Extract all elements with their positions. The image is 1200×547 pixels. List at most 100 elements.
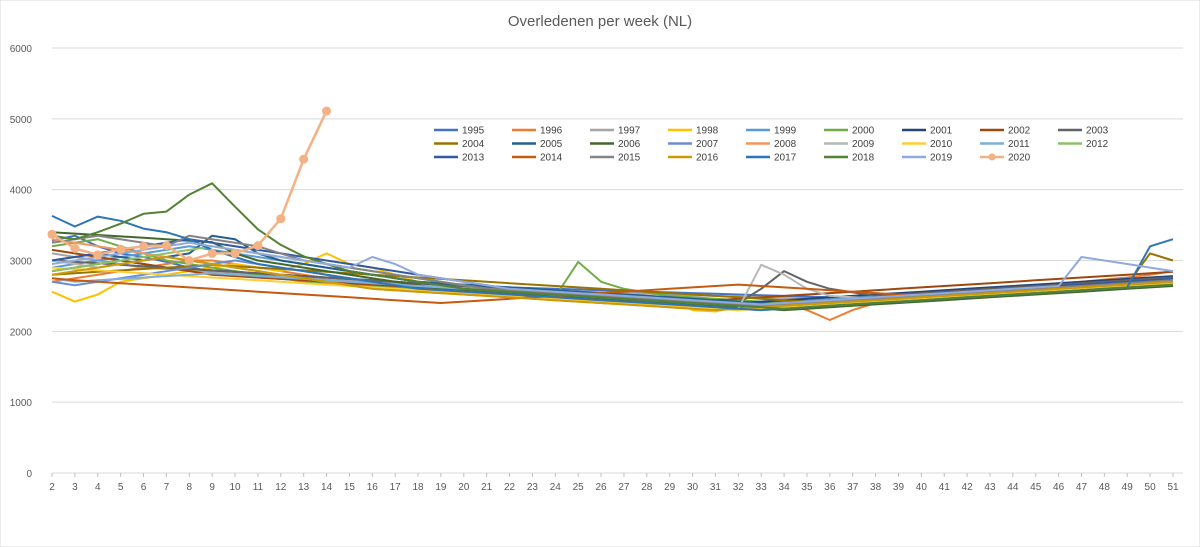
point-2020-week-6: [139, 241, 149, 251]
legend-label-2014: 2014: [540, 153, 563, 164]
x-tick-label: 13: [298, 482, 310, 493]
x-tick-label: 41: [939, 482, 951, 493]
x-tick-label: 36: [824, 482, 836, 493]
x-tick-label: 34: [779, 482, 791, 493]
chart-title: Overledenen per week (NL): [508, 13, 692, 30]
x-tick-label: 7: [164, 482, 170, 493]
point-2020-week-14: [322, 106, 332, 116]
legend-label-2018: 2018: [852, 153, 875, 164]
x-tick-label: 33: [756, 482, 768, 493]
legend-label-2017: 2017: [774, 153, 797, 164]
x-tick-label: 50: [1145, 482, 1157, 493]
point-2020-week-7: [161, 241, 171, 251]
x-tick-label: 24: [550, 482, 562, 493]
x-tick-label: 44: [1007, 482, 1019, 493]
x-tick-label: 27: [618, 482, 630, 493]
legend-label-2010: 2010: [930, 139, 953, 150]
y-tick-label: 5000: [10, 115, 33, 126]
x-tick-label: 4: [95, 482, 101, 493]
legend-label-2002: 2002: [1008, 126, 1031, 137]
x-tick-label: 11: [253, 482, 264, 493]
x-tick-label: 47: [1076, 482, 1088, 493]
point-2020-week-11: [253, 241, 263, 251]
legend-label-1995: 1995: [462, 126, 485, 137]
point-2020-week-12: [276, 214, 286, 224]
y-tick-label: 3000: [10, 257, 33, 268]
y-tick-label: 6000: [10, 44, 33, 55]
x-tick-label: 29: [664, 482, 676, 493]
point-2020-week-9: [207, 248, 217, 258]
x-tick-label: 5: [118, 482, 124, 493]
legend-label-2003: 2003: [1086, 126, 1109, 137]
legend: 1995 1996 1997 1998 1999 2000 2001 2002 2003 2004…: [434, 126, 1109, 164]
legend-label-2019: 2019: [930, 153, 953, 164]
x-tick-label: 25: [573, 482, 585, 493]
x-tick-label: 31: [710, 482, 722, 493]
legend-label-1997: 1997: [618, 126, 641, 137]
legend-label-2008: 2008: [774, 139, 797, 150]
x-tick-label: 39: [893, 482, 905, 493]
x-tick-label: 9: [209, 482, 215, 493]
x-tick-label: 26: [595, 482, 607, 493]
legend-label-2007: 2007: [696, 139, 719, 150]
point-2020-week-3: [70, 243, 80, 253]
point-2020-week-4: [93, 250, 103, 260]
x-tick-label: 14: [321, 482, 333, 493]
x-tick-label: 3: [72, 482, 78, 493]
x-tick-label: 37: [847, 482, 859, 493]
legend-label-2013: 2013: [462, 153, 485, 164]
legend-label-2009: 2009: [852, 139, 875, 150]
point-2020-week-5: [116, 244, 126, 254]
x-tick-label: 10: [229, 482, 241, 493]
point-2020-week-2: [47, 229, 57, 239]
x-tick-label: 20: [458, 482, 470, 493]
legend-label-2001: 2001: [930, 126, 953, 137]
y-axis: 0 1000 2000 3000 4000 5000 6000: [10, 44, 33, 480]
x-tick-label: 18: [412, 482, 424, 493]
point-2020-week-8: [184, 256, 194, 265]
x-tick-label: 49: [1122, 482, 1134, 493]
legend-label-2011: 2011: [1008, 139, 1030, 150]
x-tick-label: 32: [733, 482, 745, 493]
x-tick-label: 30: [687, 482, 699, 493]
x-tick-label: 42: [962, 482, 974, 493]
x-tick-label: 16: [367, 482, 379, 493]
x-tick-label: 51: [1167, 482, 1179, 493]
legend-label-2005: 2005: [540, 139, 563, 150]
y-tick-label: 2000: [10, 327, 33, 338]
x-tick-label: 19: [435, 482, 447, 493]
x-tick-label: 15: [344, 482, 356, 493]
series-line-2010: [51, 266, 1174, 312]
legend-marker-2020: [988, 153, 996, 161]
y-tick-label: 1000: [10, 398, 33, 409]
x-tick-label: 17: [390, 482, 402, 493]
series-line-2018: [51, 182, 1174, 310]
legend-label-2015: 2015: [618, 153, 641, 164]
series-line-2015: [51, 234, 1174, 307]
point-2020-week-13: [299, 154, 309, 164]
x-tick-label: 2: [49, 482, 55, 493]
x-tick-label: 45: [1030, 482, 1042, 493]
x-tick-label: 35: [801, 482, 813, 493]
legend-label-2016: 2016: [696, 153, 719, 164]
series-line-2016: [51, 256, 1174, 312]
point-2020-week-10: [230, 248, 240, 258]
series-group: [47, 106, 1174, 321]
legend-label-1998: 1998: [696, 126, 719, 137]
x-tick-label: 28: [641, 482, 653, 493]
x-tick-label: 43: [984, 482, 996, 493]
legend-label-2012: 2012: [1086, 139, 1109, 150]
x-axis: 2 3 4 5 6 7 8 9 10 11 12 13 14 15 16 17 18 19 20 21 22 23 24 25…: [49, 473, 1179, 493]
legend-label-2006: 2006: [618, 139, 641, 150]
x-tick-label: 48: [1099, 482, 1111, 493]
x-tick-label: 23: [527, 482, 539, 493]
x-tick-label: 46: [1053, 482, 1065, 493]
y-tick-label: 4000: [10, 186, 33, 197]
legend-label-1996: 1996: [540, 126, 563, 137]
x-tick-label: 8: [186, 482, 192, 493]
legend-label-2000: 2000: [852, 126, 875, 137]
x-tick-label: 22: [504, 482, 516, 493]
legend-label-1999: 1999: [774, 126, 797, 137]
x-tick-label: 6: [141, 482, 147, 493]
